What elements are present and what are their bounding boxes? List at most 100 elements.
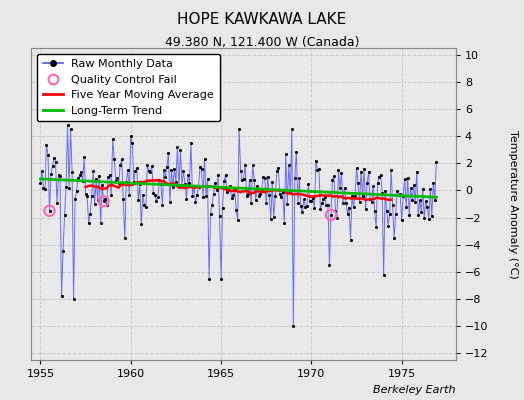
Point bbox=[250, 177, 258, 183]
Point bbox=[431, 197, 439, 203]
Point bbox=[238, 177, 246, 183]
Point bbox=[363, 180, 372, 186]
Point bbox=[268, 179, 277, 185]
Point bbox=[115, 180, 123, 186]
Point bbox=[253, 182, 261, 189]
Point bbox=[133, 165, 141, 172]
Point bbox=[408, 197, 417, 204]
Point bbox=[215, 213, 224, 220]
Point bbox=[241, 162, 249, 168]
Point bbox=[176, 147, 184, 153]
Point bbox=[325, 262, 334, 268]
Point bbox=[355, 199, 364, 206]
Point bbox=[316, 206, 324, 212]
Point bbox=[429, 180, 438, 186]
Point bbox=[411, 199, 419, 205]
Point bbox=[91, 200, 99, 207]
Point bbox=[174, 184, 183, 190]
Point bbox=[110, 155, 118, 162]
Point bbox=[60, 212, 69, 218]
Point bbox=[89, 168, 97, 175]
Point bbox=[340, 184, 348, 191]
Text: Berkeley Earth: Berkeley Earth bbox=[374, 385, 456, 395]
Point bbox=[310, 205, 319, 211]
Point bbox=[100, 198, 108, 204]
Point bbox=[185, 180, 194, 186]
Point bbox=[116, 162, 124, 168]
Point bbox=[301, 204, 310, 210]
Point bbox=[205, 276, 213, 282]
Point bbox=[342, 200, 350, 206]
Point bbox=[333, 214, 341, 221]
Point bbox=[337, 170, 346, 176]
Point bbox=[125, 192, 134, 198]
Point bbox=[79, 178, 87, 184]
Point bbox=[127, 133, 135, 139]
Point bbox=[412, 168, 421, 175]
Point bbox=[370, 208, 379, 214]
Point bbox=[157, 180, 165, 187]
Point bbox=[92, 176, 101, 182]
Point bbox=[131, 168, 139, 175]
Point bbox=[375, 173, 384, 180]
Point bbox=[364, 169, 373, 175]
Point bbox=[45, 208, 53, 214]
Point bbox=[36, 179, 45, 186]
Point bbox=[107, 192, 115, 199]
Point bbox=[264, 174, 272, 180]
Point bbox=[42, 141, 51, 148]
Point bbox=[155, 177, 163, 184]
Point bbox=[248, 162, 257, 169]
Point bbox=[419, 186, 427, 192]
Point bbox=[56, 172, 64, 179]
Point bbox=[212, 187, 221, 194]
Point bbox=[181, 180, 189, 187]
Text: 49.380 N, 121.400 W (Canada): 49.380 N, 121.400 W (Canada) bbox=[165, 36, 359, 49]
Point bbox=[352, 165, 361, 171]
Point bbox=[141, 204, 150, 210]
Point bbox=[68, 169, 77, 175]
Point bbox=[354, 180, 362, 186]
Point bbox=[405, 212, 413, 218]
Point bbox=[305, 198, 314, 204]
Point bbox=[309, 195, 317, 201]
Point bbox=[416, 197, 424, 203]
Point bbox=[188, 193, 196, 199]
Point bbox=[357, 169, 365, 175]
Point bbox=[206, 211, 215, 218]
Point bbox=[65, 185, 73, 191]
Point bbox=[291, 174, 299, 181]
Point bbox=[388, 202, 397, 208]
Text: HOPE KAWKAWA LAKE: HOPE KAWKAWA LAKE bbox=[178, 12, 346, 27]
Point bbox=[83, 192, 91, 199]
Point bbox=[391, 211, 400, 217]
Point bbox=[293, 200, 302, 206]
Point bbox=[59, 248, 67, 255]
Point bbox=[399, 193, 407, 200]
Point bbox=[196, 164, 204, 170]
Point bbox=[336, 185, 344, 192]
Point bbox=[232, 206, 241, 213]
Point bbox=[187, 140, 195, 146]
Point bbox=[53, 199, 61, 206]
Point bbox=[128, 140, 136, 146]
Point bbox=[41, 186, 49, 192]
Point bbox=[277, 194, 286, 200]
Point bbox=[428, 213, 436, 219]
Point bbox=[146, 169, 155, 175]
Point bbox=[297, 203, 305, 210]
Point bbox=[234, 216, 242, 223]
Point bbox=[255, 193, 263, 199]
Point bbox=[304, 180, 313, 187]
Point bbox=[231, 185, 239, 191]
Point bbox=[327, 212, 335, 218]
Point bbox=[54, 172, 63, 178]
Point bbox=[148, 163, 156, 170]
Point bbox=[112, 178, 120, 184]
Point bbox=[244, 191, 253, 197]
Point bbox=[245, 176, 254, 183]
Point bbox=[403, 174, 412, 181]
Point bbox=[67, 126, 75, 132]
Point bbox=[84, 220, 93, 226]
Point bbox=[387, 166, 395, 173]
